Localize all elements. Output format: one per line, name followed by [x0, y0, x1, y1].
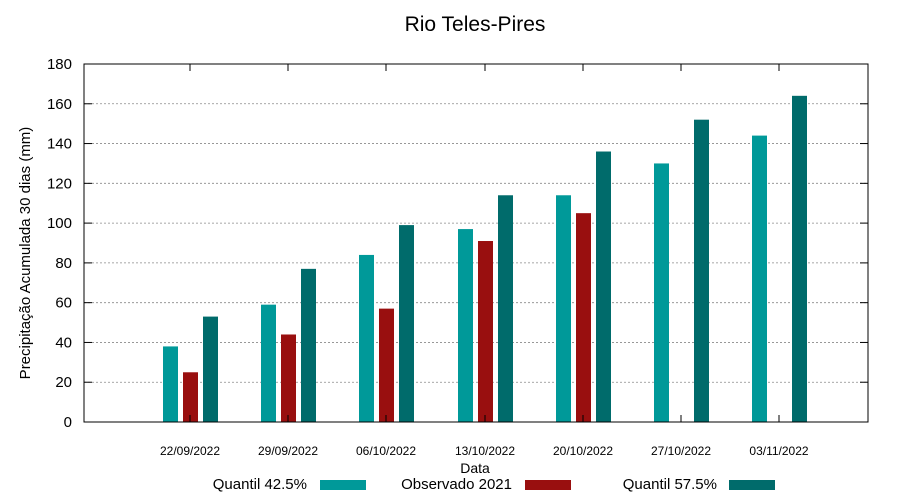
- x-axis-ticks: 22/09/2022 29/09/2022 06/10/2022 13/10/2022…: [160, 64, 809, 458]
- bar: [183, 372, 198, 422]
- grid-lines: [84, 103, 868, 383]
- plot-frame: [83, 63, 869, 423]
- legend-label: Quantil 57.5%: [623, 476, 717, 493]
- x-tick-label: 27/10/2022: [651, 444, 711, 458]
- x-tick-label: 03/11/2022: [749, 444, 808, 458]
- bar: [478, 241, 493, 422]
- x-tick-label: 06/10/2022: [356, 444, 416, 458]
- bar: [399, 225, 414, 422]
- legend: Quantil 42.5% Observado 2021 Quantil 57.5%: [213, 476, 775, 493]
- y-tick-label: 40: [55, 334, 72, 351]
- bar: [694, 119, 709, 422]
- y-axis-label: Precipitação Acumulada 30 dias (mm): [17, 127, 34, 380]
- legend-swatch: [729, 480, 775, 490]
- bar: [203, 316, 218, 422]
- bar: [281, 334, 296, 422]
- y-tick-label: 140: [47, 136, 72, 153]
- x-axis-label: Data: [460, 460, 490, 476]
- y-axis-ticks: 0 20 40 60 80 100 120 140 160 180: [47, 56, 868, 431]
- legend-label: Observado 2021: [401, 476, 512, 493]
- y-tick-label: 120: [47, 175, 72, 192]
- bar: [556, 195, 571, 422]
- y-tick-label: 180: [47, 56, 72, 73]
- y-tick-label: 80: [55, 255, 72, 272]
- bar: [654, 163, 669, 422]
- bar: [596, 151, 611, 422]
- legend-label: Quantil 42.5%: [213, 476, 307, 493]
- legend-swatch: [320, 480, 366, 490]
- bar: [792, 95, 807, 423]
- y-tick-label: 0: [64, 414, 72, 431]
- y-tick-label: 20: [55, 374, 72, 391]
- bar: [261, 304, 276, 422]
- x-tick-label: 13/10/2022: [455, 444, 515, 458]
- bar: [379, 308, 394, 422]
- chart-title: Rio Teles-Pires: [405, 13, 546, 36]
- y-tick-label: 60: [55, 295, 72, 312]
- y-tick-label: 100: [47, 215, 72, 232]
- x-tick-label: 20/10/2022: [553, 444, 613, 458]
- bar: [163, 346, 178, 422]
- bar: [359, 254, 374, 422]
- legend-swatch: [525, 480, 571, 490]
- bar: [576, 213, 591, 422]
- bar: [458, 229, 473, 422]
- bars: [163, 95, 807, 423]
- bar: [498, 195, 513, 422]
- bar: [301, 268, 316, 422]
- y-tick-label: 160: [47, 96, 72, 113]
- x-tick-label: 22/09/2022: [160, 444, 220, 458]
- bar: [752, 135, 767, 422]
- x-tick-label: 29/09/2022: [258, 444, 318, 458]
